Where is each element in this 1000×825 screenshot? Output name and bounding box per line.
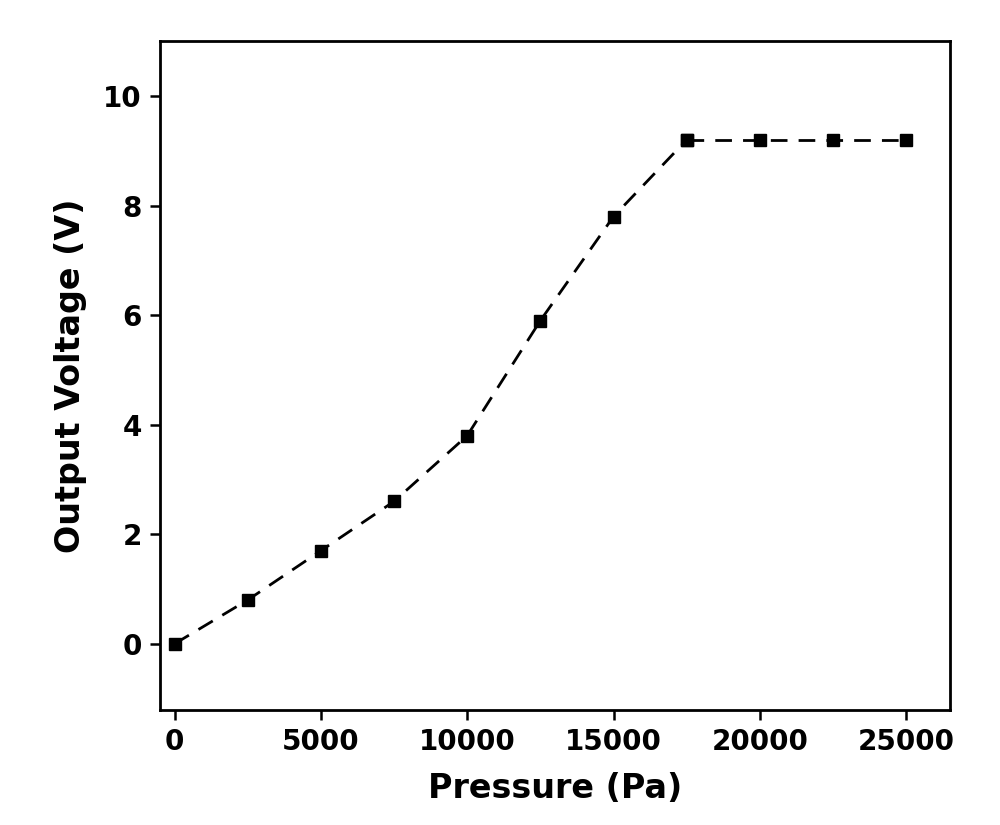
X-axis label: Pressure (Pa): Pressure (Pa) [428, 772, 682, 805]
Y-axis label: Output Voltage (V): Output Voltage (V) [54, 198, 87, 553]
